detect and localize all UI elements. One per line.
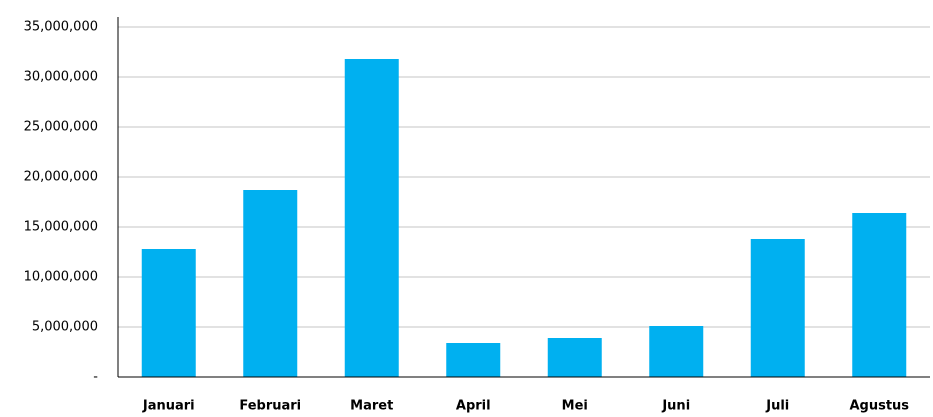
- bar: [243, 190, 298, 377]
- y-tick-label: 20,000,000: [24, 170, 98, 185]
- x-tick-label: Maret: [350, 399, 393, 414]
- bar: [750, 239, 805, 377]
- y-tick-label: 25,000,000: [24, 120, 98, 135]
- y-tick-label: 10,000,000: [24, 270, 98, 285]
- x-tick-label: Februari: [239, 399, 301, 414]
- y-tick-label: -: [93, 370, 98, 385]
- x-tick-label: Juli: [765, 399, 789, 414]
- bar: [547, 338, 602, 377]
- x-tick-label: Juni: [661, 399, 690, 414]
- y-tick-label: 5,000,000: [32, 320, 98, 335]
- bar: [344, 59, 399, 377]
- x-tick-label: April: [456, 399, 491, 414]
- bar: [852, 213, 907, 377]
- bar: [649, 326, 704, 377]
- bar: [446, 343, 501, 377]
- x-tick-label: Januari: [142, 399, 195, 414]
- y-tick-label: 15,000,000: [24, 220, 98, 235]
- bar: [141, 249, 196, 377]
- y-tick-label: 30,000,000: [24, 70, 98, 85]
- y-tick-label: 35,000,000: [24, 20, 98, 35]
- x-tick-label: Agustus: [849, 399, 909, 414]
- x-tick-label: Mei: [562, 399, 588, 414]
